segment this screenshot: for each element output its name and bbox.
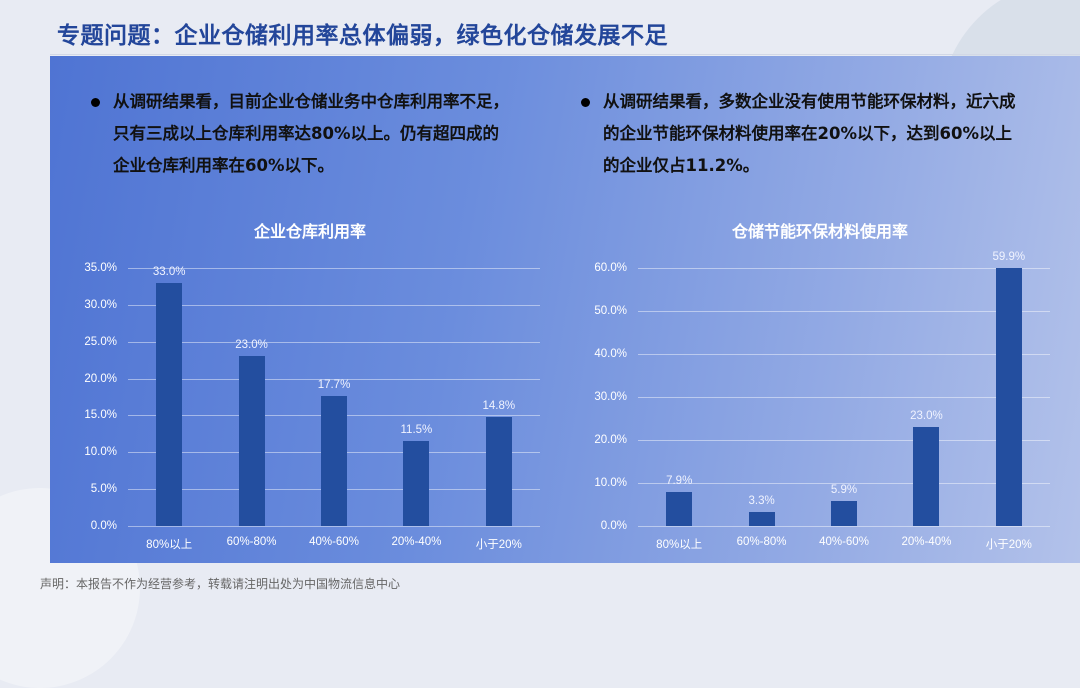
x-axis-label: 40%-60%	[819, 536, 869, 548]
title-divider	[50, 54, 1080, 55]
gridline	[638, 354, 1050, 355]
bar	[238, 356, 265, 526]
bar	[485, 416, 512, 526]
x-axis-label: 小于20%	[985, 539, 1032, 551]
bar-value-label: 3.3%	[748, 494, 775, 507]
y-axis-tick: 60.0%	[594, 262, 627, 274]
bar-value-label: 17.7%	[317, 378, 351, 391]
bar	[748, 511, 775, 526]
bullet-dot-icon	[91, 98, 100, 107]
y-axis-tick: 25.0%	[84, 335, 117, 348]
gridline	[638, 268, 1050, 269]
y-axis-tick: 5.0%	[90, 483, 117, 496]
chart-title: 仓储节能环保材料使用率	[731, 222, 908, 241]
bullet-point-left: 从调研结果看，目前企业仓储业务中仓库利用率不足，只有三成以上仓库利用率达80%以…	[91, 86, 513, 182]
bar-value-label: 7.9%	[666, 475, 693, 488]
gridline	[638, 526, 1050, 527]
bar	[321, 395, 347, 526]
bar	[831, 500, 857, 526]
bullet-point-right: 从调研结果看，多数企业没有使用节能环保材料，近六成的企业节能环保材料使用率在20…	[581, 86, 1023, 182]
gridline	[638, 397, 1050, 398]
footer-disclaimer: 声明：本报告不作为经营参考，转载请注明出处为中国物流信息中心	[40, 577, 401, 591]
y-axis-tick: 40.0%	[594, 348, 627, 360]
y-axis-tick: 30.0%	[594, 391, 627, 403]
chart-green-material-usage: 仓储节能环保材料使用率 0.0% 10.0% 20.0% 30.0% 40.0% 50.0…	[575, 206, 1065, 561]
x-axis-label: 40%-60%	[309, 536, 359, 548]
gridline	[128, 526, 540, 527]
x-axis-label: 80%以上	[146, 539, 193, 551]
x-axis-label: 80%以上	[656, 539, 703, 551]
plot-area: 0.0% 10.0% 20.0% 30.0% 40.0% 50.0% 60.0% 7.9% 80…	[594, 251, 1050, 551]
x-axis-label: 60%-80%	[736, 536, 787, 548]
y-axis-tick: 20.0%	[84, 372, 117, 385]
bullet-text: 从调研结果看，目前企业仓储业务中仓库利用率不足，只有三成以上仓库利用率达80%以…	[113, 92, 509, 175]
gridline	[128, 304, 540, 306]
bar-value-label: 5.9%	[830, 483, 858, 496]
y-axis-tick: 50.0%	[594, 305, 627, 317]
gridline	[128, 341, 540, 343]
bar-value-label: 11.5%	[400, 424, 433, 437]
y-axis-tick: 20.0%	[594, 434, 627, 446]
chart-title: 企业仓库利用率	[253, 222, 366, 241]
gridline	[128, 268, 540, 269]
bar-value-label: 23.0%	[235, 339, 268, 352]
page-title: 专题问题：企业仓储利用率总体偏弱，绿色化仓储发展不足	[57, 23, 668, 49]
bar-value-label: 14.8%	[482, 399, 516, 412]
bar	[995, 268, 1022, 526]
y-axis-tick: 10.0%	[84, 446, 117, 459]
gridline	[638, 440, 1050, 441]
x-axis-label: 60%-80%	[226, 536, 277, 548]
bar	[403, 441, 430, 526]
gridline	[128, 378, 540, 380]
y-axis-tick: 0.0%	[90, 520, 117, 532]
x-axis-label: 20%-40%	[391, 536, 442, 548]
bar-value-label: 33.0%	[152, 265, 186, 278]
y-axis-tick: 35.0%	[84, 262, 117, 274]
plot-area: 0.0% 5.0% 10.0% 15.0% 20.0% 25.0% 30.0% 35.0% 33…	[84, 262, 540, 551]
bullet-text: 从调研结果看，多数企业没有使用节能环保材料，近六成的企业节能环保材料使用率在20…	[603, 92, 1016, 175]
bar	[666, 492, 693, 526]
content-panel: 从调研结果看，目前企业仓储业务中仓库利用率不足，只有三成以上仓库利用率达80%以…	[50, 56, 1080, 563]
y-axis-tick: 0.0%	[600, 520, 627, 532]
y-axis-tick: 10.0%	[594, 477, 627, 489]
bullet-dot-icon	[581, 98, 590, 107]
chart-warehouse-utilization: 企业仓库利用率 0.0% 5.0% 10.0% 15.0% 20.0% 25.0% 30.0…	[65, 206, 555, 561]
x-axis-label: 20%-40%	[901, 536, 952, 548]
bar	[156, 282, 183, 526]
y-axis-tick: 15.0%	[84, 409, 117, 422]
gridline	[638, 483, 1050, 484]
bar-value-label: 23.0%	[910, 410, 943, 423]
y-axis-tick: 30.0%	[84, 298, 117, 311]
gridline	[638, 311, 1050, 312]
bar	[913, 427, 940, 526]
bar-value-label: 59.9%	[992, 251, 1026, 264]
x-axis-label: 小于20%	[475, 539, 522, 551]
